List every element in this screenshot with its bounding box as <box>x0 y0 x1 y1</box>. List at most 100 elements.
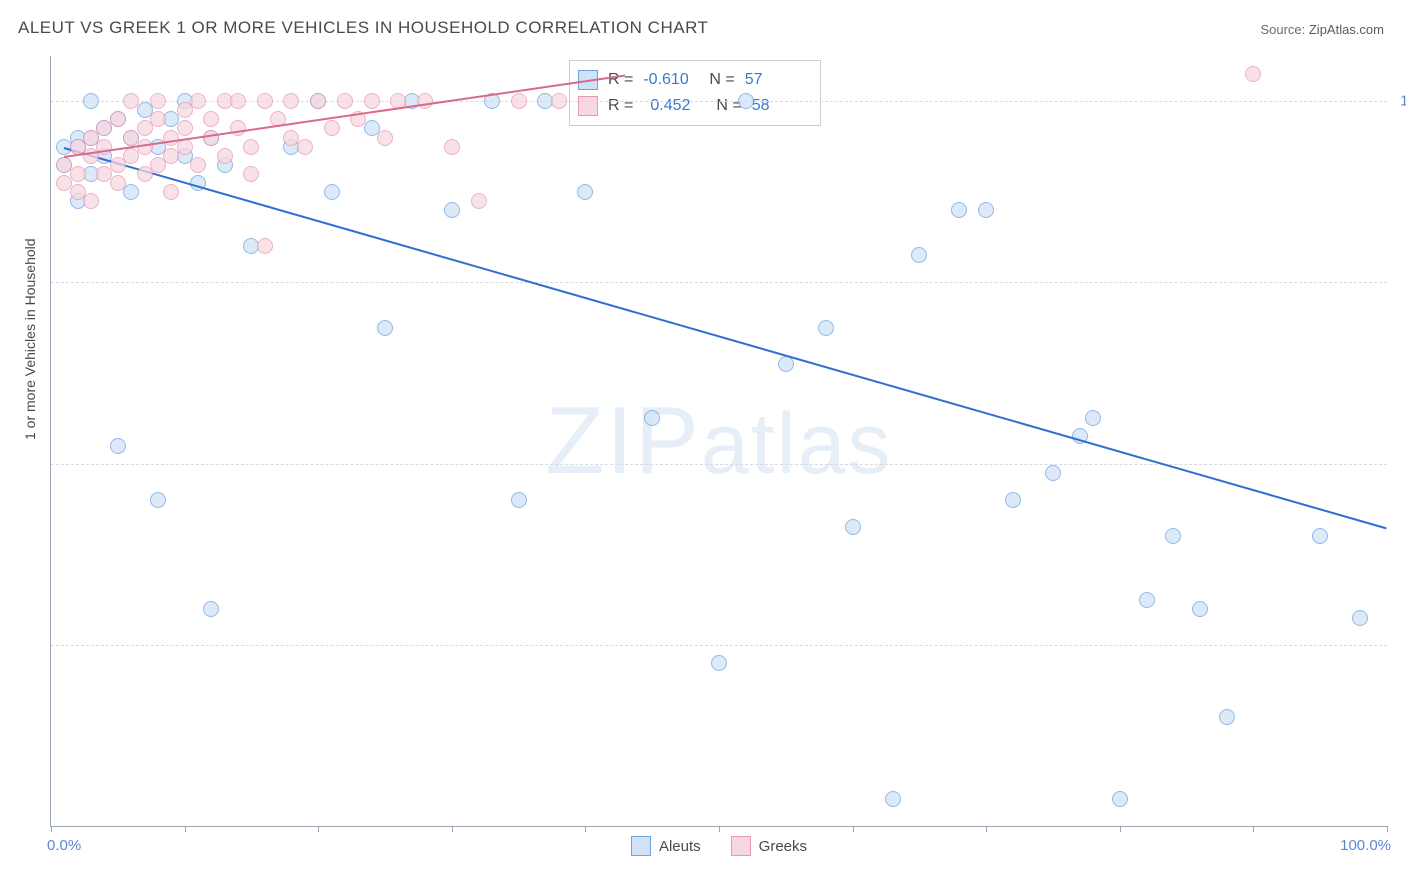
data-point <box>203 601 219 617</box>
x-tick <box>853 826 854 832</box>
data-point <box>297 139 313 155</box>
data-point <box>471 193 487 209</box>
data-point <box>885 791 901 807</box>
stats-row-aleuts: R = -0.610 N = 57 <box>578 67 808 93</box>
data-point <box>364 93 380 109</box>
data-point <box>577 184 593 200</box>
source-attribution: Source: ZipAtlas.com <box>1260 22 1384 37</box>
swatch-aleuts <box>631 836 651 856</box>
data-point <box>1192 601 1208 617</box>
chart-container: ALEUT VS GREEK 1 OR MORE VEHICLES IN HOU… <box>0 0 1406 892</box>
swatch-greeks <box>578 96 598 116</box>
data-point <box>511 492 527 508</box>
legend-label-aleuts: Aleuts <box>659 838 701 855</box>
data-point <box>444 202 460 218</box>
data-point <box>150 111 166 127</box>
data-point <box>230 93 246 109</box>
data-point <box>324 184 340 200</box>
data-point <box>123 184 139 200</box>
x-tick <box>986 826 987 832</box>
data-point <box>444 139 460 155</box>
y-tick-label: 100.0% <box>1395 93 1406 110</box>
x-tick <box>318 826 319 832</box>
x-tick <box>185 826 186 832</box>
data-point <box>1045 465 1061 481</box>
x-tick <box>452 826 453 832</box>
r-value-aleuts: -0.610 <box>643 67 699 93</box>
x-min-label: 0.0% <box>47 837 81 854</box>
data-point <box>1219 709 1235 725</box>
data-point <box>1139 592 1155 608</box>
x-tick <box>51 826 52 832</box>
data-point <box>377 320 393 336</box>
data-point <box>110 111 126 127</box>
data-point <box>257 238 273 254</box>
data-point <box>1005 492 1021 508</box>
data-point <box>310 93 326 109</box>
watermark: ZIPatlas <box>545 386 892 496</box>
data-point <box>1085 410 1101 426</box>
data-point <box>978 202 994 218</box>
data-point <box>511 93 527 109</box>
data-point <box>283 93 299 109</box>
data-point <box>70 166 86 182</box>
data-point <box>217 148 233 164</box>
data-point <box>150 93 166 109</box>
trend-line <box>64 147 1387 529</box>
stats-box: R = -0.610 N = 57 R = 0.452 N = 58 <box>569 60 821 126</box>
data-point <box>83 193 99 209</box>
data-point <box>163 184 179 200</box>
data-point <box>230 120 246 136</box>
n-value-greeks: 58 <box>752 93 808 119</box>
source-label: Source: <box>1260 22 1308 37</box>
x-tick <box>1120 826 1121 832</box>
legend-item-aleuts: Aleuts <box>631 836 701 856</box>
data-point <box>150 492 166 508</box>
data-point <box>337 93 353 109</box>
plot-area: ZIPatlas R = -0.610 N = 57 R = 0.452 N =… <box>50 56 1387 827</box>
stats-row-greeks: R = 0.452 N = 58 <box>578 93 808 119</box>
data-point <box>257 93 273 109</box>
data-point <box>123 93 139 109</box>
data-point <box>110 175 126 191</box>
data-point <box>845 519 861 535</box>
r-value-greeks: 0.452 <box>643 93 706 119</box>
bottom-legend: Aleuts Greeks <box>631 836 807 856</box>
data-point <box>243 139 259 155</box>
gridline-h <box>51 101 1387 102</box>
data-point <box>551 93 567 109</box>
data-point <box>951 202 967 218</box>
x-tick <box>719 826 720 832</box>
data-point <box>83 93 99 109</box>
x-max-label: 100.0% <box>1340 837 1391 854</box>
legend-item-greeks: Greeks <box>731 836 807 856</box>
data-point <box>377 130 393 146</box>
y-axis-title: 1 or more Vehicles in Household <box>22 238 38 440</box>
data-point <box>243 166 259 182</box>
data-point <box>177 120 193 136</box>
chart-title: ALEUT VS GREEK 1 OR MORE VEHICLES IN HOU… <box>18 18 708 38</box>
data-point <box>203 111 219 127</box>
x-tick <box>1387 826 1388 832</box>
data-point <box>1165 528 1181 544</box>
n-value-aleuts: 57 <box>745 67 801 93</box>
n-label: N = <box>709 67 734 93</box>
data-point <box>644 410 660 426</box>
gridline-h <box>51 282 1387 283</box>
data-point <box>417 93 433 109</box>
data-point <box>190 93 206 109</box>
x-tick <box>585 826 586 832</box>
data-point <box>1245 66 1261 82</box>
source-link[interactable]: ZipAtlas.com <box>1309 22 1384 37</box>
data-point <box>324 120 340 136</box>
y-tick-label: 80.0% <box>1395 274 1406 291</box>
data-point <box>110 438 126 454</box>
data-point <box>818 320 834 336</box>
data-point <box>203 130 219 146</box>
r-label: R = <box>608 93 633 119</box>
gridline-h <box>51 464 1387 465</box>
x-tick <box>1253 826 1254 832</box>
data-point <box>1312 528 1328 544</box>
data-point <box>911 247 927 263</box>
swatch-greeks <box>731 836 751 856</box>
